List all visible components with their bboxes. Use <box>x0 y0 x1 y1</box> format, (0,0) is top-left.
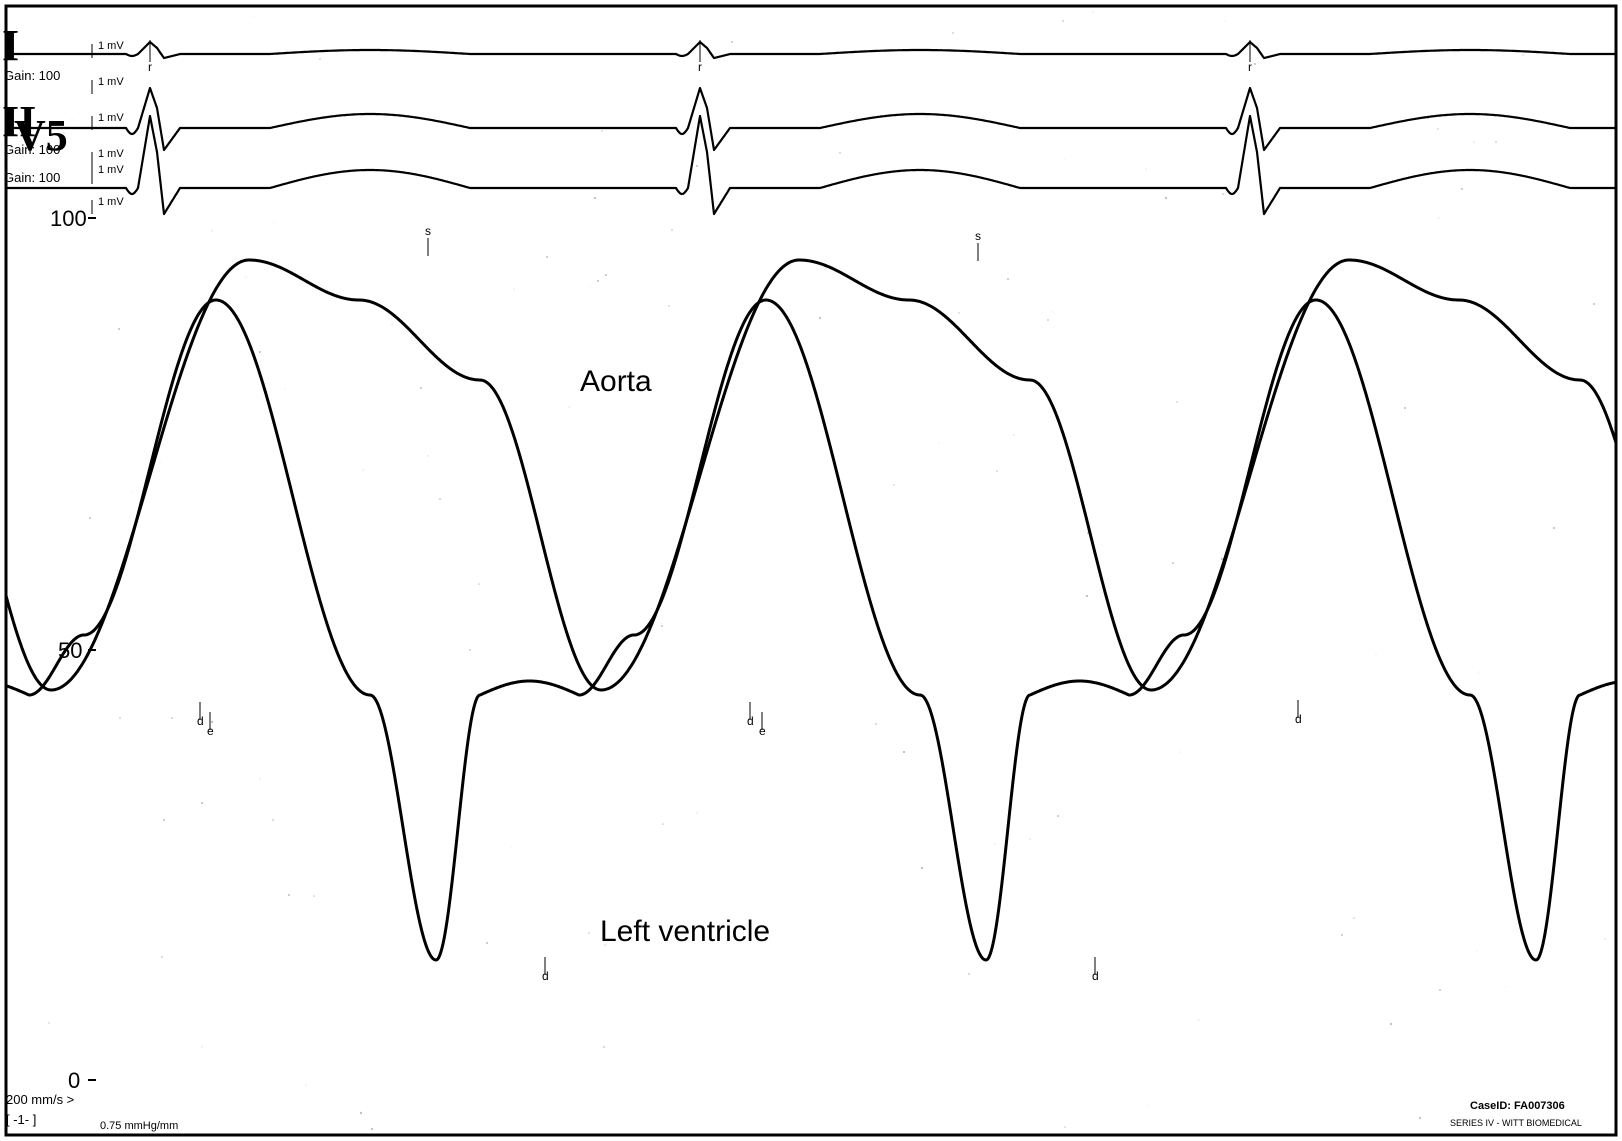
ecg-lead-II <box>6 88 1616 150</box>
mv-label: 1 mV <box>98 112 124 124</box>
aorta-label: Aorta <box>580 365 652 399</box>
gain-label: Gain: 100 <box>4 68 60 83</box>
waveform-marker: d <box>747 714 754 728</box>
scale-label: 0.75 mmHg/mm <box>100 1120 178 1132</box>
waveform-marker: d <box>542 969 549 983</box>
ecg-lead-I <box>6 42 1616 58</box>
sweep-speed: 200 mm/s > <box>6 1092 74 1107</box>
waveform-canvas <box>0 0 1622 1141</box>
series-label: SERIES IV - WITT BIOMEDICAL <box>1450 1118 1582 1128</box>
waveform-marker: d <box>1092 969 1099 983</box>
r-marker: r <box>148 60 152 74</box>
mv-label: 1 mV <box>98 196 124 208</box>
mv-label: 1 mV <box>98 76 124 88</box>
hemodynamic-tracing: { "canvas": {"w":1622,"h":1141,"bg":"#ff… <box>0 0 1622 1141</box>
mv-label: 1 mV <box>98 40 124 52</box>
waveform-marker: d <box>1295 712 1302 726</box>
page-bracket: [ -1- ] <box>6 1112 36 1127</box>
waveform-marker: e <box>207 724 214 738</box>
aorta-pressure-trace <box>6 260 1616 690</box>
case-id: CaseID: FA007306 <box>1470 1100 1565 1112</box>
r-marker: r <box>698 60 702 74</box>
r-marker: r <box>1248 60 1252 74</box>
mv-label: 1 mV <box>98 164 124 176</box>
mv-label: 1 mV <box>98 148 124 160</box>
waveform-marker: s <box>975 229 981 243</box>
lv-pressure-trace <box>6 300 1616 960</box>
yaxis-50: 50 <box>58 638 82 664</box>
yaxis-0: 0 <box>68 1068 80 1094</box>
waveform-marker: s <box>425 224 431 238</box>
lv-label: Left ventricle <box>600 915 770 949</box>
waveform-marker: e <box>759 724 766 738</box>
gain-label: Gain: 100 <box>4 142 60 157</box>
waveform-marker: d <box>197 714 204 728</box>
ecg-lead-V5 <box>6 116 1616 214</box>
lead-I-label: I <box>2 20 19 71</box>
gain-label: Gain: 100 <box>4 170 60 185</box>
yaxis-100: 100 <box>50 206 87 232</box>
scan-noise <box>46 11 1606 1130</box>
